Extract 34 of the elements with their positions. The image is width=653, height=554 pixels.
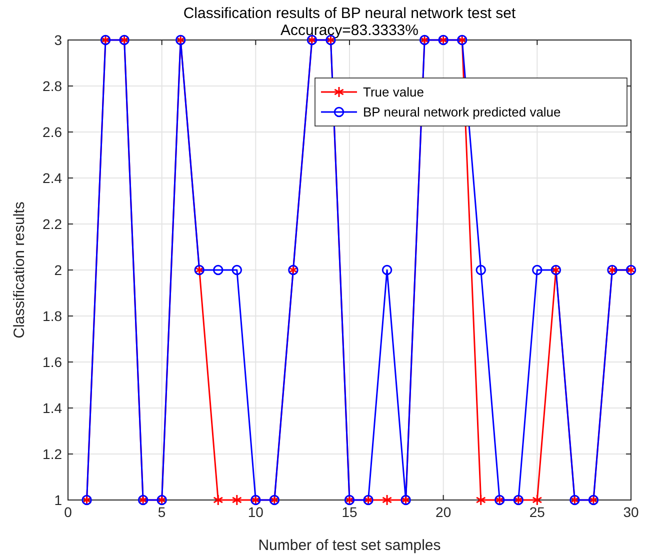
point: [213, 264, 224, 276]
point: [532, 494, 542, 506]
x-tick-label: 10: [248, 504, 264, 520]
chart-subtitle: Accuracy=83.3333%: [280, 22, 419, 39]
x-axis-title: Number of test set samples: [258, 537, 441, 554]
y-tick-label: 2.2: [42, 216, 62, 232]
x-tick-label: 0: [64, 504, 72, 520]
point: [476, 494, 486, 506]
x-tick-label: 30: [623, 504, 639, 520]
y-tick-label: 2.4: [42, 170, 62, 186]
y-tick-label: 1.4: [42, 400, 62, 416]
y-tick-label: 2.8: [42, 78, 62, 94]
y-tick-label: 1.8: [42, 308, 62, 324]
legend-label: BP neural network predicted value: [363, 104, 561, 120]
y-tick-label: 3: [54, 32, 62, 48]
y-tick-label: 1.2: [42, 446, 62, 462]
point: [232, 264, 242, 276]
point: [382, 264, 392, 276]
y-tick-label: 2: [54, 262, 62, 278]
y-tick-label: 2.6: [42, 124, 62, 140]
y-tick-label: 1.6: [42, 354, 62, 370]
y-tick-label: 1: [54, 492, 62, 508]
point: [232, 494, 242, 506]
chart-title: Classification results of BP neural network test set: [183, 5, 517, 22]
x-tick-label: 15: [342, 504, 358, 520]
point: [213, 494, 224, 506]
x-tick-label: 5: [158, 504, 166, 520]
x-tick-label: 20: [436, 504, 452, 520]
point: [532, 264, 542, 276]
y-axis-title: Classification results: [11, 202, 28, 338]
legend-label: True value: [363, 84, 424, 100]
point: [476, 264, 486, 276]
point: [382, 494, 392, 506]
x-tick-label: 25: [529, 504, 546, 520]
